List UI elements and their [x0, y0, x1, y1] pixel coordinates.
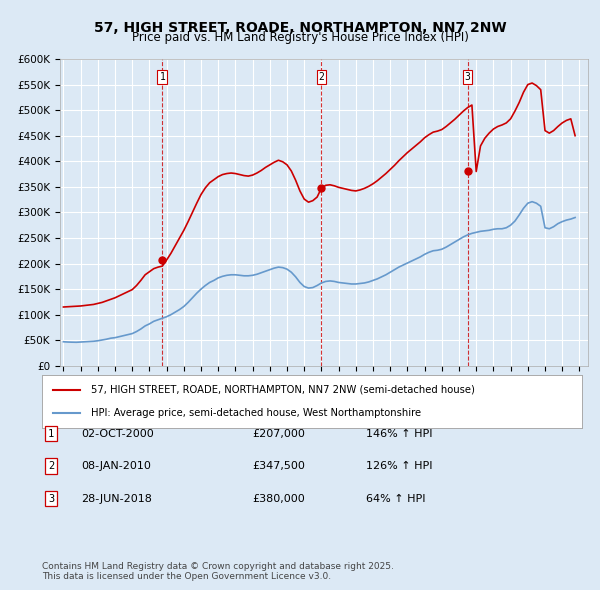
Text: 1: 1	[160, 73, 165, 83]
Text: 2: 2	[48, 461, 54, 471]
Text: 2: 2	[319, 73, 325, 83]
Text: 02-OCT-2000: 02-OCT-2000	[81, 429, 154, 438]
Text: 126% ↑ HPI: 126% ↑ HPI	[366, 461, 433, 471]
Text: 3: 3	[48, 494, 54, 503]
Text: 28-JUN-2018: 28-JUN-2018	[81, 494, 152, 503]
Text: 57, HIGH STREET, ROADE, NORTHAMPTON, NN7 2NW (semi-detached house): 57, HIGH STREET, ROADE, NORTHAMPTON, NN7…	[91, 385, 475, 395]
Text: Price paid vs. HM Land Registry's House Price Index (HPI): Price paid vs. HM Land Registry's House …	[131, 31, 469, 44]
Text: Contains HM Land Registry data © Crown copyright and database right 2025.
This d: Contains HM Land Registry data © Crown c…	[42, 562, 394, 581]
Text: 57, HIGH STREET, ROADE, NORTHAMPTON, NN7 2NW: 57, HIGH STREET, ROADE, NORTHAMPTON, NN7…	[94, 21, 506, 35]
Text: 3: 3	[464, 73, 470, 83]
Text: HPI: Average price, semi-detached house, West Northamptonshire: HPI: Average price, semi-detached house,…	[91, 408, 421, 418]
Text: 64% ↑ HPI: 64% ↑ HPI	[366, 494, 425, 503]
Text: £347,500: £347,500	[252, 461, 305, 471]
Text: 08-JAN-2010: 08-JAN-2010	[81, 461, 151, 471]
Text: £380,000: £380,000	[252, 494, 305, 503]
Text: 1: 1	[48, 429, 54, 438]
Text: 146% ↑ HPI: 146% ↑ HPI	[366, 429, 433, 438]
Text: £207,000: £207,000	[252, 429, 305, 438]
